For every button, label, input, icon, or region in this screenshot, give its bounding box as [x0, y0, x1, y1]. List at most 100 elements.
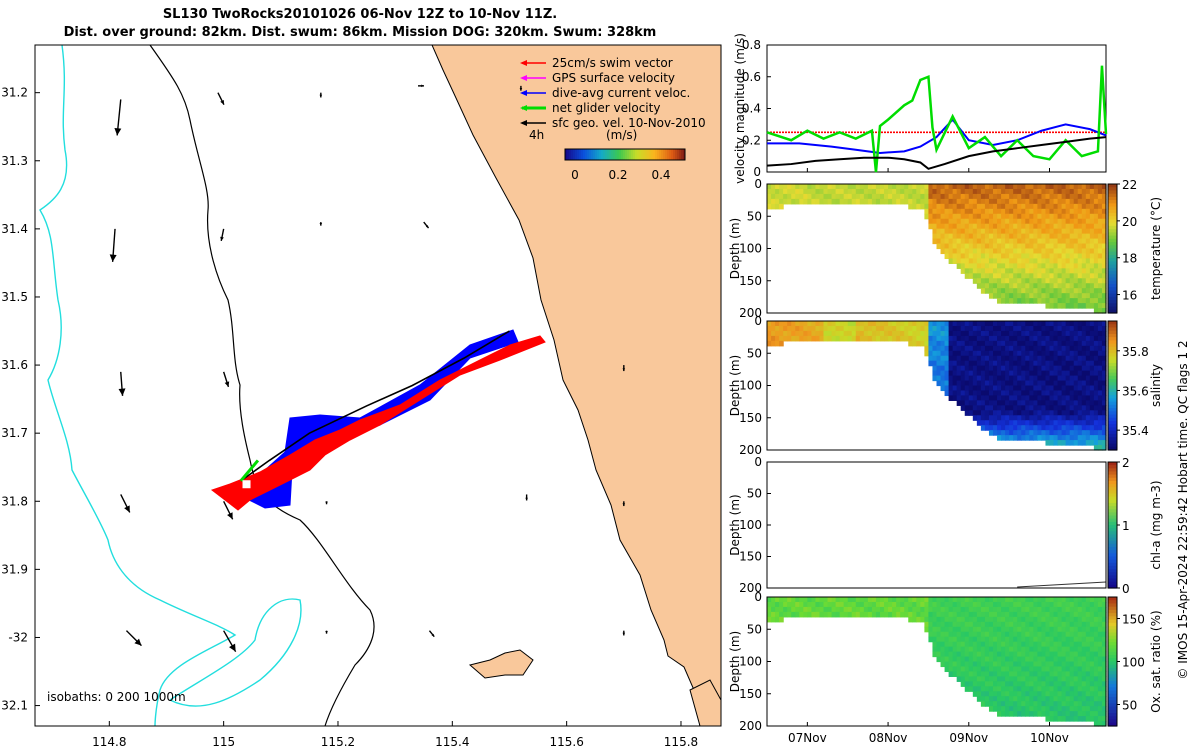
section-cell [1061, 288, 1067, 294]
section-cell [936, 601, 942, 608]
section-cell [1025, 380, 1030, 387]
section-cell [972, 616, 978, 623]
section-cell [1073, 288, 1079, 294]
section-cell [1073, 641, 1079, 648]
section-cell [771, 335, 776, 342]
section-cell [1025, 198, 1030, 205]
section-cell [1049, 330, 1055, 337]
section-cell [1073, 716, 1079, 722]
colorbar-cell [1108, 206, 1117, 211]
section-cell [993, 213, 998, 220]
section-cell [932, 597, 938, 603]
section-cell [964, 631, 970, 638]
colorbar-tick-label: 18 [1122, 252, 1137, 266]
section-cell [1073, 213, 1079, 220]
section-cell [1009, 626, 1014, 633]
section-cell [944, 243, 950, 250]
section-cell [984, 365, 990, 372]
section-cell [948, 601, 954, 608]
section-cell [1089, 273, 1095, 279]
section-cell [1089, 656, 1095, 663]
colorbar-cell [1108, 274, 1117, 279]
section-cell [779, 340, 784, 347]
section-cell [1077, 193, 1083, 200]
colorbar-cell [1108, 664, 1117, 669]
section-cell [1101, 308, 1107, 314]
section-cell [783, 335, 788, 342]
map-colorbar-cell [629, 149, 632, 160]
section-cell [1057, 616, 1063, 623]
section-cell [1085, 375, 1091, 382]
section-cell [932, 636, 938, 643]
section-cell [908, 340, 913, 347]
section-cell [1101, 686, 1107, 692]
section-cell [1065, 355, 1071, 362]
section-cell [1017, 636, 1022, 643]
section-cell [1013, 293, 1018, 299]
section-cell [1013, 243, 1018, 250]
section-cell [1045, 420, 1051, 426]
section-cell [1005, 696, 1010, 702]
section-cell [976, 233, 982, 240]
section-cell [1017, 611, 1022, 618]
section-cell [1077, 400, 1083, 406]
section-cell [944, 345, 950, 352]
section-cell [1013, 385, 1018, 392]
section-cell [1081, 440, 1087, 446]
section-cell [811, 335, 817, 342]
section-cell [904, 198, 909, 205]
section-cell [1025, 601, 1030, 608]
section-cell [952, 355, 958, 362]
section-cell [940, 641, 946, 648]
section-cell [1069, 440, 1075, 446]
section-cell [972, 365, 978, 372]
section-cell [863, 606, 869, 613]
section-cell [1037, 666, 1043, 673]
section-y-tick-label: 200 [739, 581, 762, 595]
section-cell [976, 208, 982, 215]
section-cell [1001, 686, 1006, 692]
section-cell [908, 325, 913, 332]
section-cell [976, 223, 982, 230]
section-cell [1053, 656, 1059, 663]
section-cell [1081, 706, 1087, 712]
section-cell [1037, 641, 1043, 648]
section-cell [1009, 278, 1014, 284]
section-cell [831, 193, 837, 200]
section-cell [795, 597, 800, 603]
section-cell [1005, 330, 1010, 337]
section-cell [1077, 375, 1083, 382]
section-cell [1089, 621, 1095, 628]
section-cell [928, 636, 934, 643]
colorbar-cell [1108, 569, 1117, 573]
section-cell [940, 345, 946, 352]
section-cell [1033, 696, 1038, 702]
section-cell [1053, 621, 1059, 628]
section-cell [1049, 611, 1055, 618]
section-cell [972, 218, 978, 225]
section-cell [960, 184, 966, 190]
section-cell [1073, 340, 1079, 347]
section-cell [960, 631, 966, 638]
section-cell [960, 238, 966, 245]
section-cell [1073, 375, 1079, 382]
section-cell [1081, 233, 1087, 240]
section-cell [1013, 228, 1018, 235]
section-cell [1061, 335, 1067, 342]
section-cell [936, 228, 942, 235]
section-cell [984, 701, 990, 707]
section-cell [1053, 646, 1059, 653]
section-cell [940, 233, 946, 240]
section-cell [997, 420, 1002, 426]
section-cell [928, 621, 934, 628]
section-cell [972, 330, 978, 337]
colorbar-label: Ox. sat. ratio (%) [1149, 610, 1163, 712]
section-cell [932, 626, 938, 633]
section-cell [956, 626, 962, 633]
section-cell [1025, 621, 1030, 628]
section-cell [1057, 345, 1063, 352]
section-cell [799, 321, 804, 327]
section-cell [1045, 666, 1051, 673]
section-cell [1053, 395, 1059, 401]
colorbar-cell [1108, 242, 1117, 246]
